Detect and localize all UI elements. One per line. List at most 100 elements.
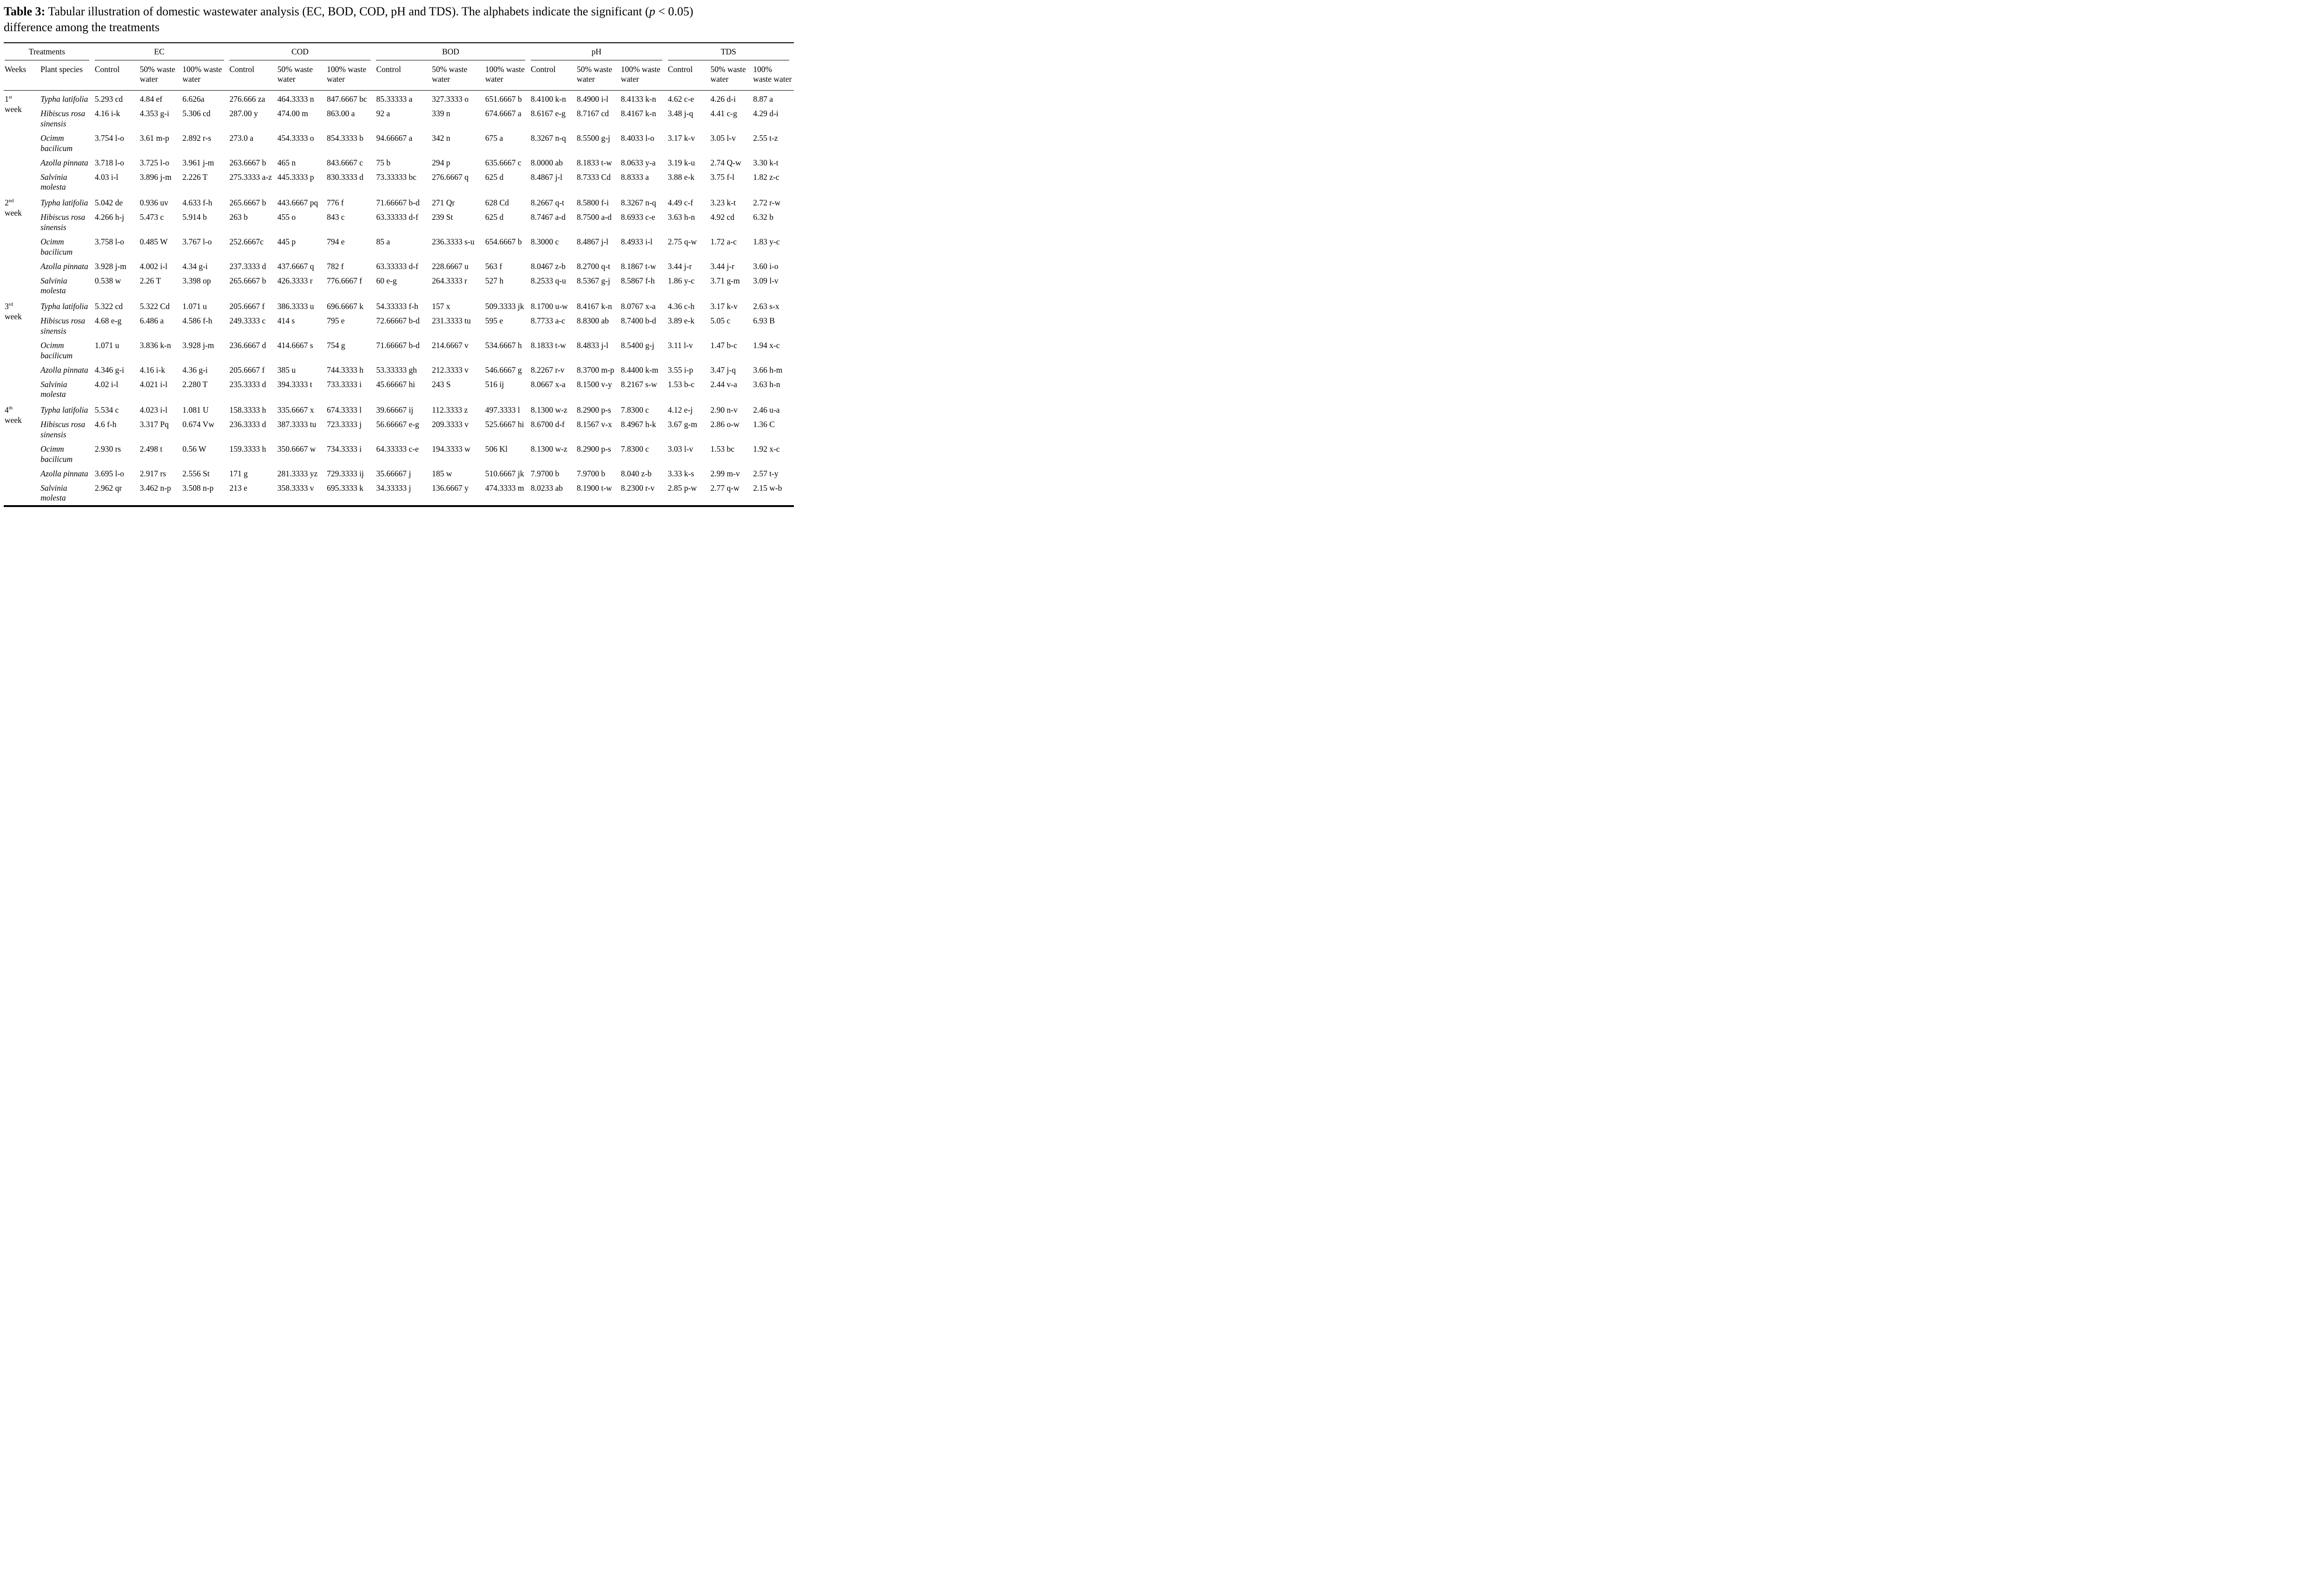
- value-cell: 3.896 j-m: [139, 172, 172, 182]
- value-cell: 744.3333 h: [327, 365, 363, 375]
- value-cell: 2.930 rs: [94, 444, 121, 454]
- value-cell: 8.2300 r-v: [621, 483, 655, 493]
- value-cell: 8.2167 s-w: [621, 379, 657, 389]
- table-caption: Table 3: Tabular illustration of domesti…: [4, 4, 797, 36]
- value-cell: 265.6667 b: [229, 276, 266, 285]
- value-cell: 214.6667 v: [432, 340, 469, 350]
- value-cell: 8.3700 m-p: [576, 365, 614, 375]
- table-row: Azolla pinnata 3.718 l-o 3.725 l-o 3.961 j-…: [4, 156, 794, 170]
- value-cell: 3.961 j-m: [182, 158, 214, 167]
- value-cell: 1.071 u: [182, 302, 207, 311]
- value-cell: 205.6667 f: [229, 365, 265, 375]
- group-tds: TDS: [667, 43, 794, 60]
- value-cell: 3.836 k-n: [139, 340, 171, 350]
- data-table: Treatments EC COD BOD pH TDS Weeks Plant…: [4, 42, 794, 507]
- value-cell: 4.84 ef: [139, 94, 163, 104]
- value-cell: 8.1700 u-w: [530, 302, 568, 311]
- value-cell: 464.3333 n: [277, 94, 314, 104]
- value-cell: 94.66667 a: [376, 133, 413, 143]
- species-name: Typha latifolia: [40, 302, 88, 311]
- value-cell: 8.1567 v-x: [576, 420, 612, 429]
- value-cell: 335.6667 x: [277, 405, 314, 415]
- value-cell: 1.72 a-c: [710, 237, 737, 246]
- value-cell: 71.66667 b-d: [376, 340, 420, 350]
- value-cell: 0.538 w: [94, 276, 121, 285]
- week-word: week: [5, 105, 22, 114]
- value-cell: 1.92 x-c: [753, 444, 780, 454]
- value-cell: 3.75 f-l: [710, 172, 735, 182]
- value-cell: 8.1867 t-w: [621, 261, 656, 271]
- value-cell: 3.03 l-v: [667, 444, 693, 454]
- species-name: Typha latifolia: [40, 198, 88, 208]
- value-cell: 63.33333 d-f: [376, 212, 418, 222]
- value-cell: 474.3333 m: [485, 483, 524, 493]
- value-cell: 2.46 u-a: [753, 405, 780, 415]
- value-cell: 3.758 l-o: [94, 237, 125, 246]
- value-cell: 3.60 i-o: [753, 261, 779, 271]
- value-cell: 445 p: [277, 237, 296, 246]
- col-ph-100: 100% waste water: [620, 60, 667, 91]
- value-cell: 85 a: [376, 237, 390, 246]
- week-ordinal-suffix: st: [8, 94, 12, 100]
- value-cell: 3.61 m-p: [139, 133, 169, 143]
- col-tds-50: 50% waste water: [709, 60, 753, 91]
- value-cell: 465 n: [277, 158, 296, 167]
- value-cell: 563 f: [485, 261, 502, 271]
- value-cell: 194.3333 w: [432, 444, 470, 454]
- value-cell: 3.05 l-v: [710, 133, 736, 143]
- value-cell: 674.3333 l: [327, 405, 362, 415]
- col-cod-control: Control: [228, 60, 277, 91]
- value-cell: 625 d: [485, 172, 504, 182]
- table-row: Hibiscus rosa sinensis 4.16 i-k 4.353 g-i 5…: [4, 106, 794, 131]
- species-name: Hibiscus rosa sinensis: [40, 316, 86, 336]
- value-cell: 414 s: [277, 316, 295, 326]
- value-cell: 281.3333 yz: [277, 468, 318, 478]
- value-cell: 3.17 k-v: [710, 302, 738, 311]
- value-cell: 843 c: [327, 212, 345, 222]
- value-cell: 4.03 i-l: [94, 172, 119, 182]
- value-cell: 8.5400 g-j: [621, 340, 654, 350]
- col-ph-50: 50% waste water: [575, 60, 620, 91]
- value-cell: 342 n: [432, 133, 450, 143]
- value-cell: 2.77 q-w: [710, 483, 739, 493]
- value-cell: 2.72 r-w: [753, 198, 781, 208]
- value-cell: 5.05 c: [710, 316, 731, 326]
- value-cell: 7.9700 b: [530, 468, 560, 478]
- value-cell: 8.3267 n-q: [530, 133, 566, 143]
- value-cell: 236.6667 d: [229, 340, 266, 350]
- value-cell: 454.3333 o: [277, 133, 314, 143]
- value-cell: 794 e: [327, 237, 345, 246]
- value-cell: 171 g: [229, 468, 248, 478]
- value-cell: 1.83 y-c: [753, 237, 780, 246]
- value-cell: 455 o: [277, 212, 296, 222]
- value-cell: 235.3333 d: [229, 379, 266, 389]
- value-cell: 2.75 q-w: [667, 237, 697, 246]
- value-cell: 265.6667 b: [229, 198, 266, 208]
- value-cell: 4.16 i-k: [139, 365, 165, 375]
- value-cell: 6.32 b: [753, 212, 773, 222]
- value-cell: 237.3333 d: [229, 261, 266, 271]
- value-cell: 506 Kl: [485, 444, 508, 454]
- value-cell: 236.3333 s-u: [432, 237, 475, 246]
- species-name: Azolla pinnata: [40, 261, 88, 271]
- value-cell: 1.071 u: [94, 340, 119, 350]
- value-cell: 3.928 j-m: [94, 261, 126, 271]
- table-row: 3rd week Typha latifolia 5.322 cd 5.322 Cd 1.…: [4, 298, 794, 321]
- caption-text: Tabular illustration of domestic wastewa…: [45, 5, 649, 18]
- value-cell: 2.55 t-z: [753, 133, 778, 143]
- species-name: Hibiscus rosa sinensis: [40, 212, 86, 232]
- value-cell: 4.26 d-i: [710, 94, 736, 104]
- value-cell: 8.2533 q-u: [530, 276, 566, 285]
- value-cell: 72.66667 b-d: [376, 316, 420, 326]
- species-name: Ocimm bacilicum: [40, 133, 73, 153]
- value-cell: 8.3267 n-q: [621, 198, 656, 208]
- value-cell: 159.3333 h: [229, 444, 266, 454]
- value-cell: 8.87 a: [753, 94, 773, 104]
- col-bod-control: Control: [375, 60, 431, 91]
- value-cell: 437.6667 q: [277, 261, 314, 271]
- value-cell: 63.33333 d-f: [376, 261, 418, 271]
- value-cell: 3.11 l-v: [667, 340, 693, 350]
- value-cell: 4.62 c-e: [667, 94, 694, 104]
- value-cell: 3.508 n-p: [182, 483, 214, 493]
- value-cell: 4.36 c-h: [667, 302, 695, 311]
